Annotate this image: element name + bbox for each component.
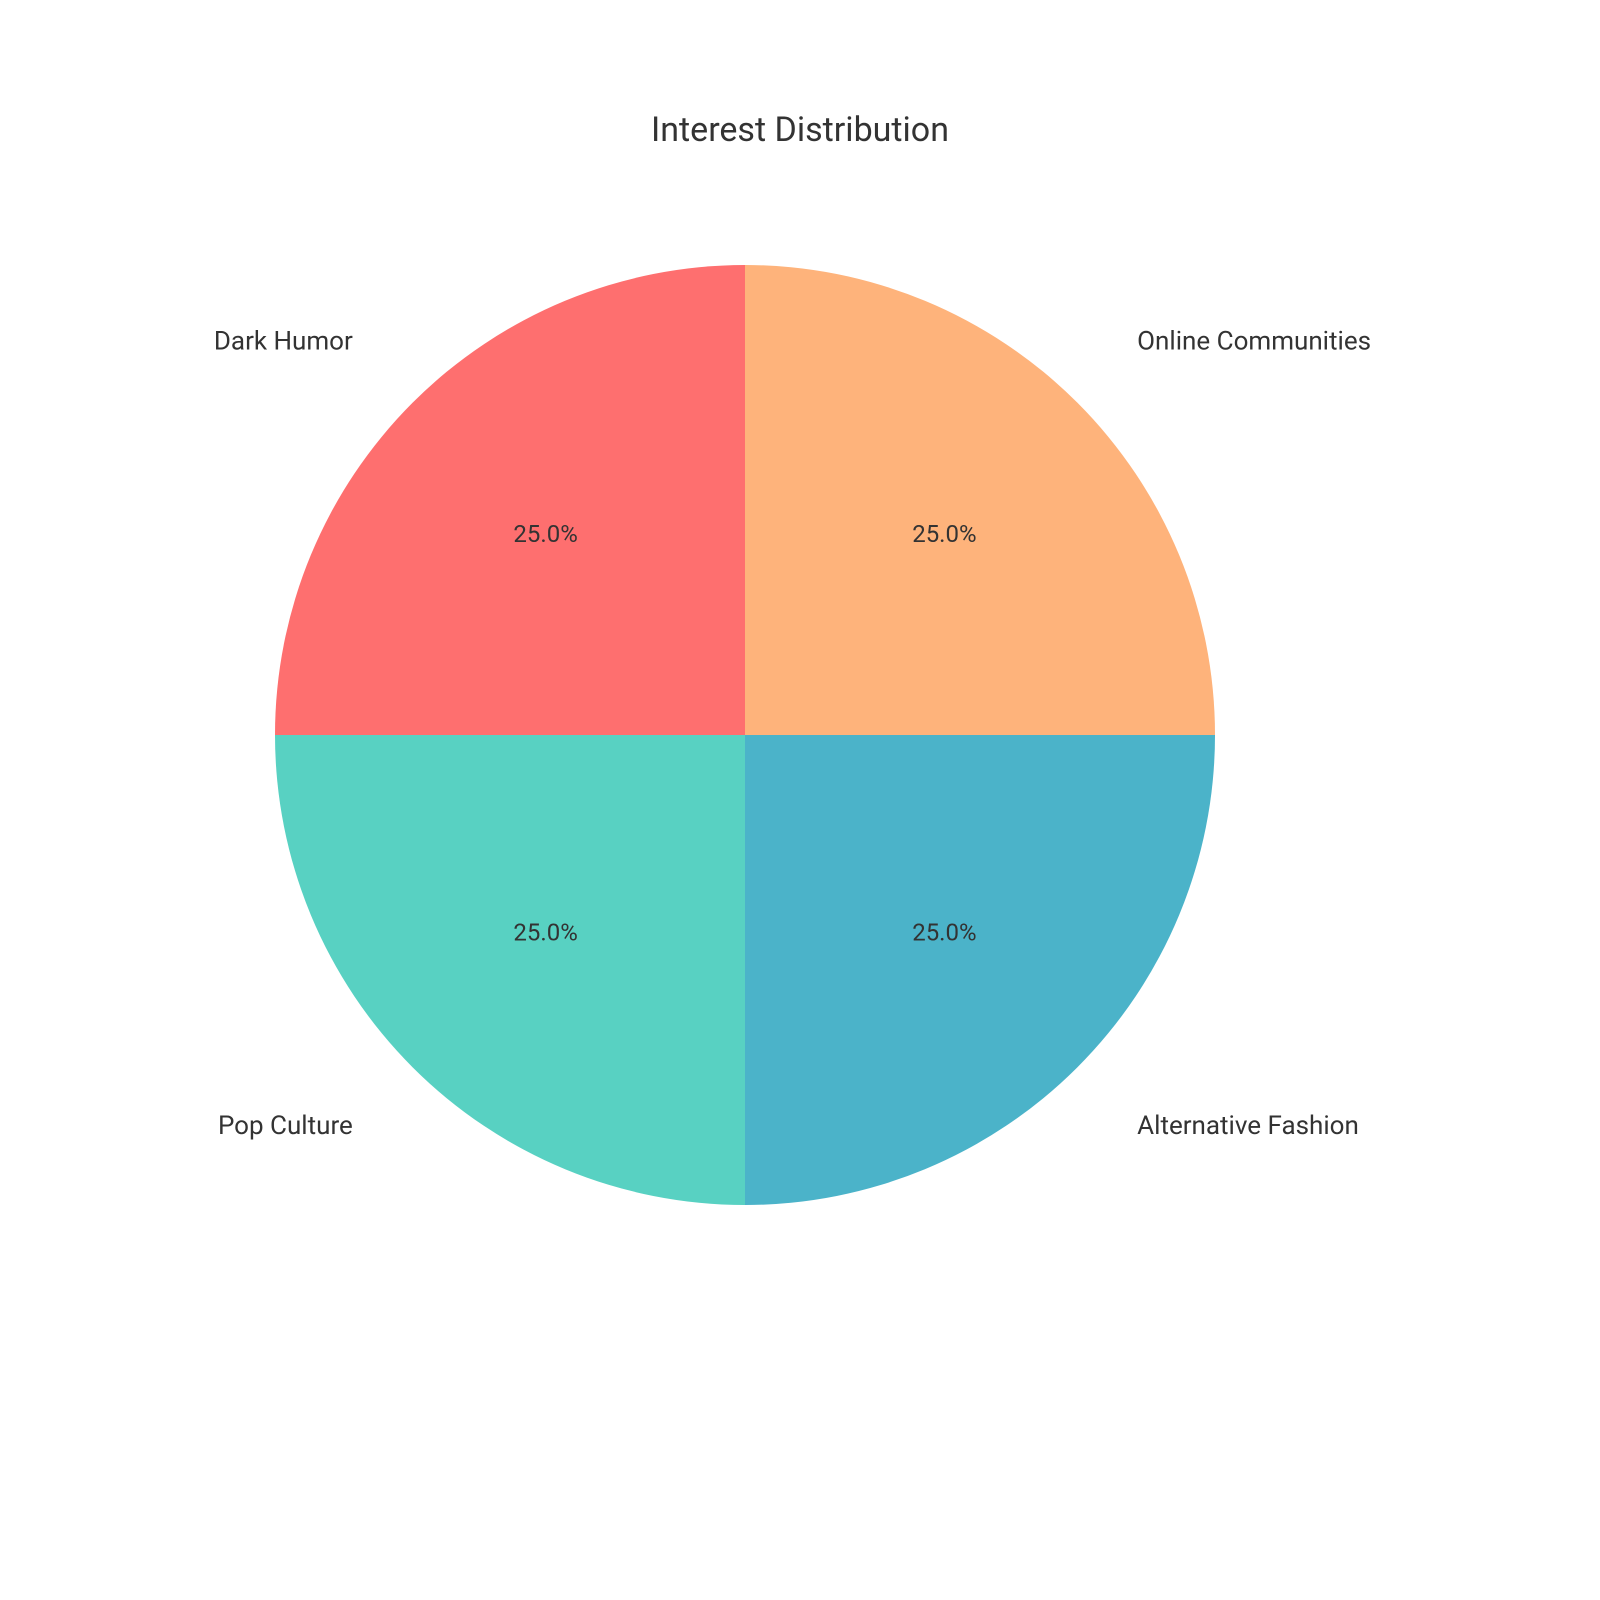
pie-slice-percent: 25.0% bbox=[912, 520, 976, 548]
pie-slice-label: Pop Culture bbox=[218, 1111, 353, 1141]
pie-slice-percent: 25.0% bbox=[912, 919, 976, 947]
pie-slice-percent: 25.0% bbox=[513, 520, 577, 548]
pie-slice-label: Alternative Fashion bbox=[1137, 1111, 1359, 1141]
pie-chart-svg: 25.0% Online Communities 25.0% Alternative … bbox=[0, 0, 1600, 1600]
pie-slice-label: Online Communities bbox=[1137, 327, 1371, 357]
pie-slice-percent: 25.0% bbox=[513, 919, 577, 947]
pie-slice-label: Dark Humor bbox=[214, 327, 353, 357]
pie-chart-container: Interest Distribution 25.0%Online Commun… bbox=[0, 0, 1600, 1600]
